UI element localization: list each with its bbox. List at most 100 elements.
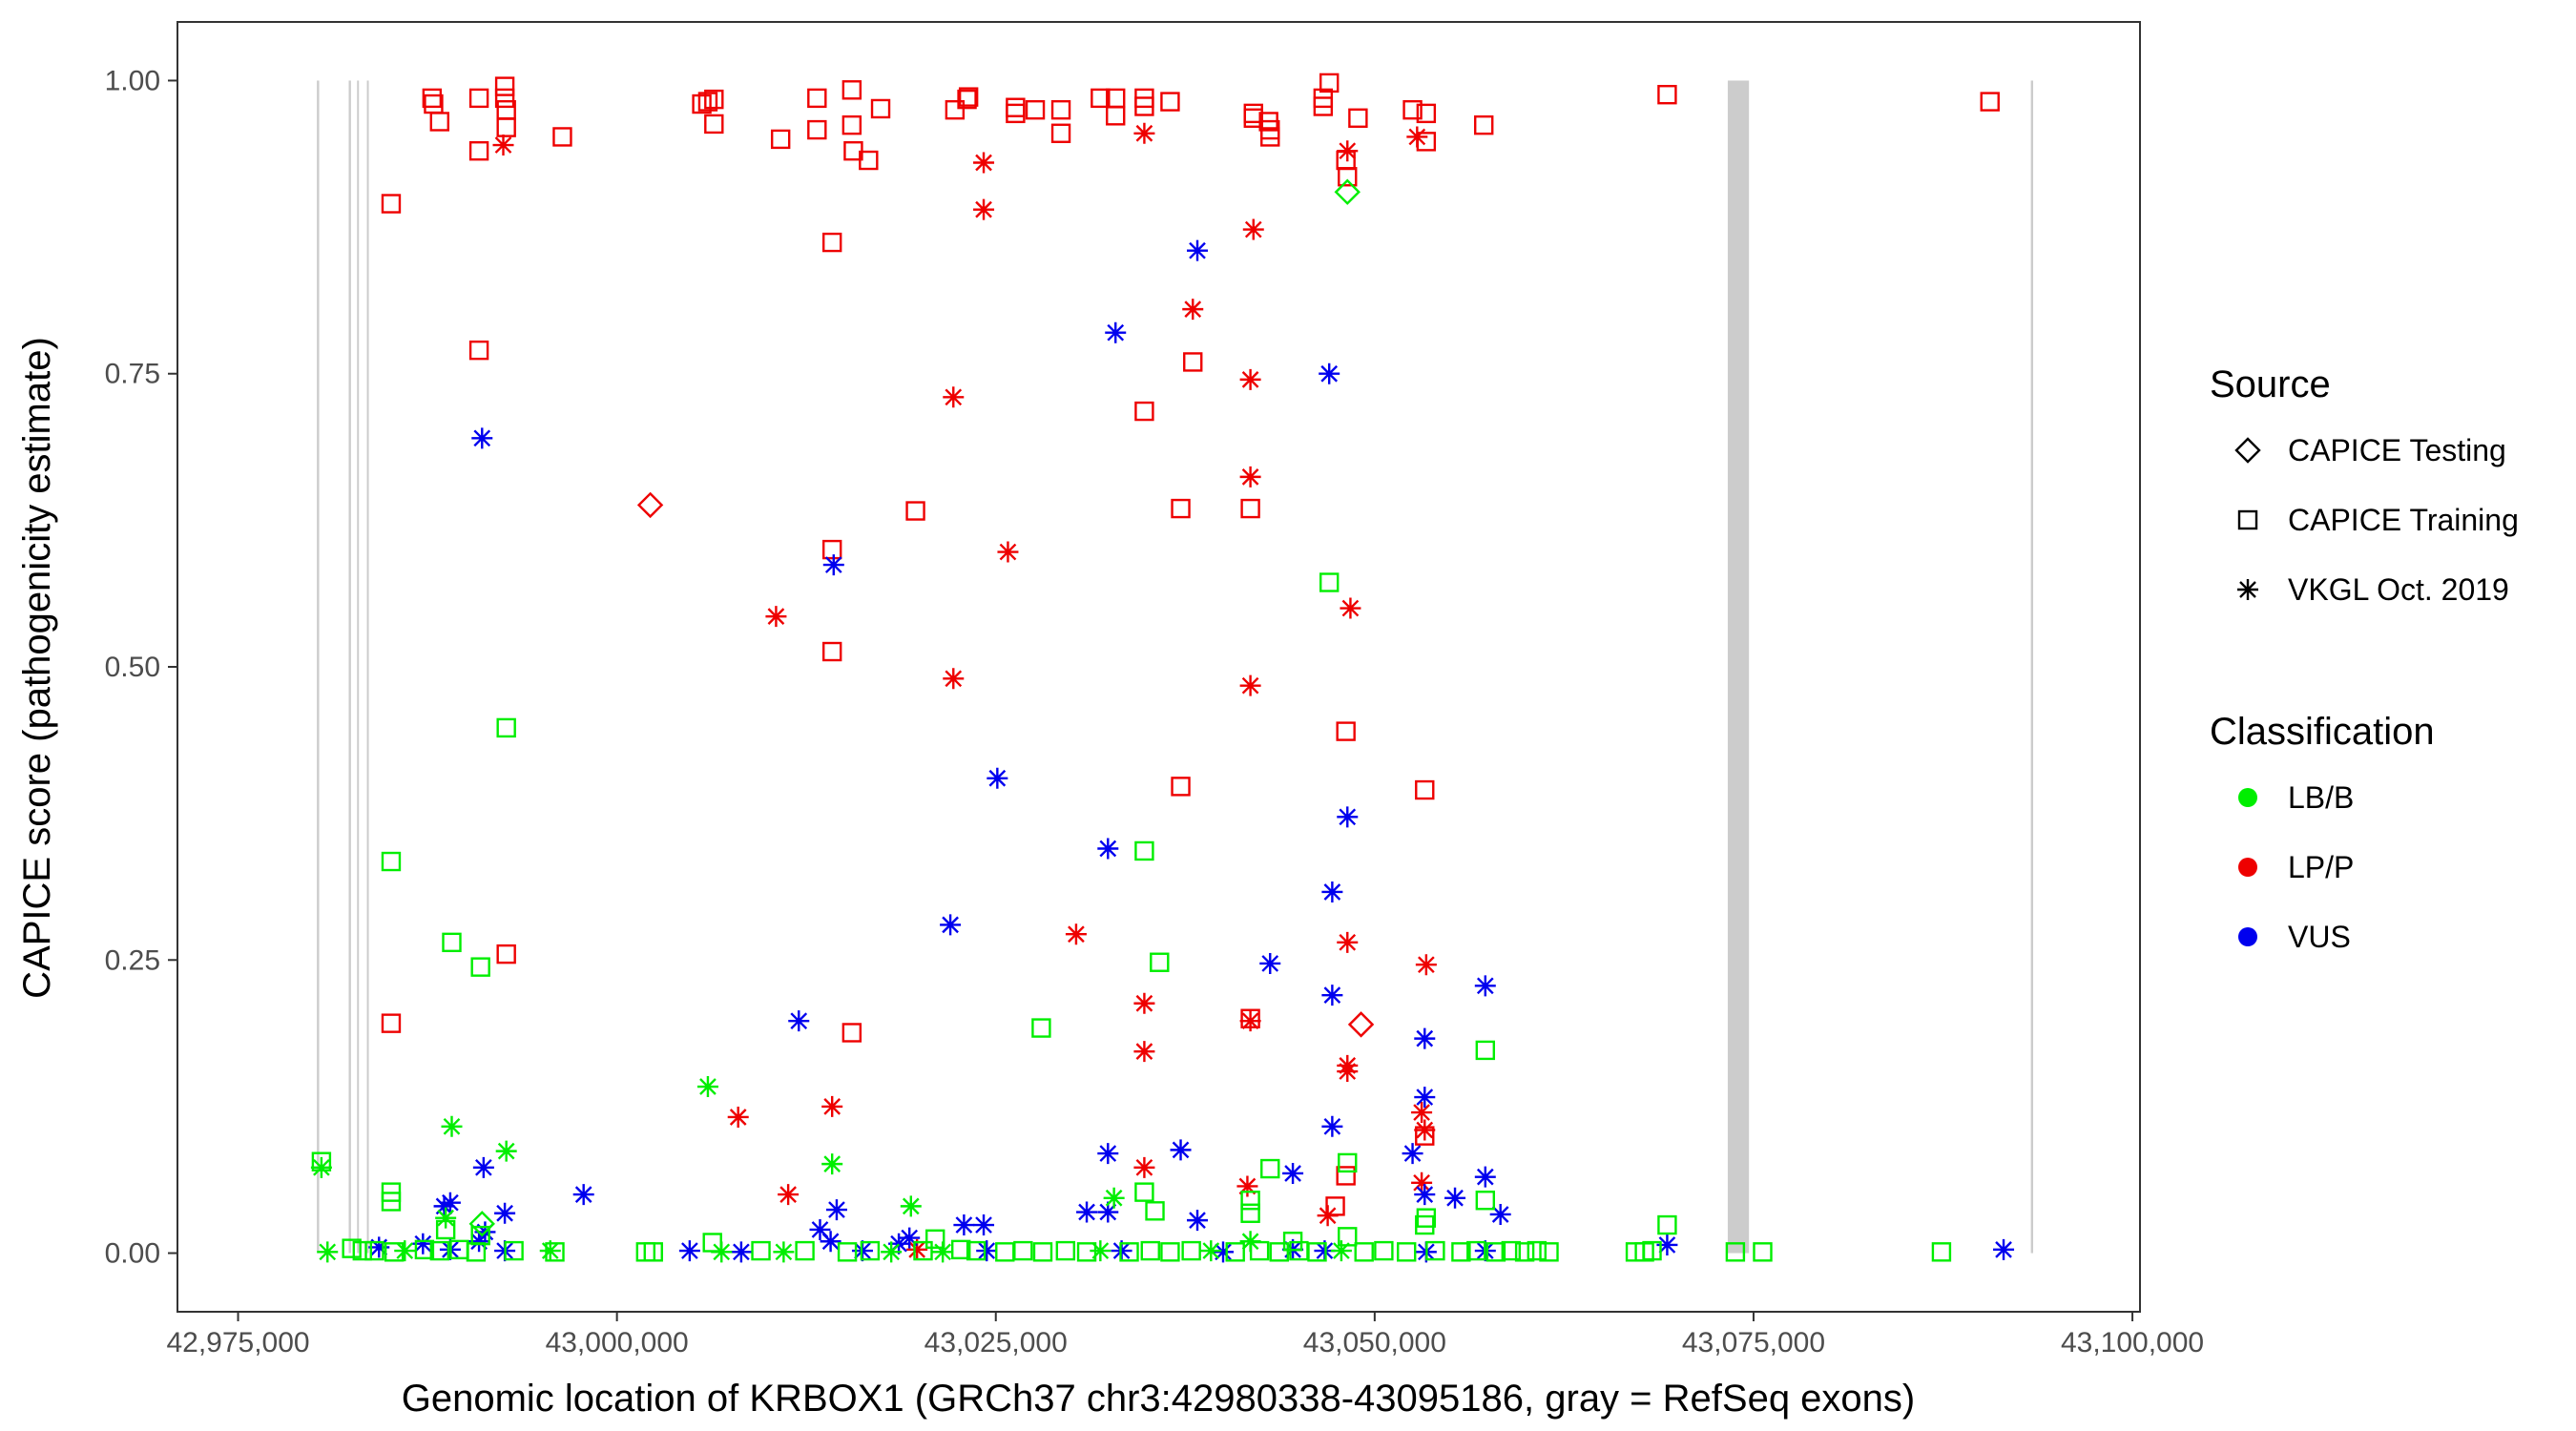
data-point bbox=[1321, 881, 1343, 902]
data-point bbox=[1321, 1115, 1343, 1137]
data-point bbox=[1091, 88, 1111, 109]
data-point bbox=[1337, 806, 1359, 828]
legend-class-item-lbb: LB/B bbox=[2288, 780, 2354, 815]
exon-band-3 bbox=[357, 80, 360, 1254]
data-point bbox=[1317, 1205, 1339, 1227]
legend-classification-title: Classification bbox=[2210, 711, 2435, 753]
data-point bbox=[1090, 1240, 1111, 1262]
data-point bbox=[1097, 838, 1119, 860]
y-tick-label: 0.00 bbox=[105, 1238, 160, 1270]
data-point bbox=[1076, 1201, 1098, 1223]
data-point bbox=[1411, 1172, 1433, 1193]
data-point bbox=[943, 668, 965, 690]
data-point bbox=[1414, 1184, 1436, 1206]
data-point bbox=[821, 232, 842, 253]
data-point bbox=[859, 150, 879, 171]
data-point bbox=[1243, 108, 1263, 128]
data-point bbox=[1242, 218, 1264, 240]
data-point bbox=[932, 1241, 954, 1263]
data-point bbox=[951, 1239, 971, 1260]
data-point bbox=[1181, 1240, 1201, 1261]
data-point bbox=[342, 1238, 362, 1258]
data-point bbox=[1006, 103, 1026, 124]
data-point bbox=[837, 1242, 858, 1262]
data-point bbox=[1134, 96, 1154, 116]
data-point bbox=[678, 1240, 700, 1262]
data-point bbox=[727, 1106, 749, 1128]
data-point bbox=[439, 1192, 461, 1213]
data-point bbox=[1466, 1240, 1486, 1261]
data-point bbox=[900, 1195, 922, 1217]
exon-band-5 bbox=[1727, 80, 1750, 1254]
data-points bbox=[310, 73, 2015, 1263]
data-point bbox=[636, 491, 664, 519]
data-point bbox=[442, 932, 462, 953]
data-point bbox=[966, 1240, 987, 1261]
data-point bbox=[841, 80, 862, 100]
data-point bbox=[821, 1095, 843, 1117]
data-point bbox=[1106, 106, 1126, 126]
data-point bbox=[1489, 1203, 1511, 1225]
data-point bbox=[1539, 1242, 1559, 1262]
data-point bbox=[1319, 572, 1340, 592]
data-point bbox=[1354, 1242, 1374, 1262]
legend-marker-diamond bbox=[2234, 437, 2261, 464]
data-point bbox=[1025, 99, 1046, 120]
legend-marker-dot bbox=[2238, 858, 2257, 877]
data-point bbox=[821, 641, 842, 662]
data-point bbox=[1133, 122, 1155, 144]
y-tick-label: 0.50 bbox=[105, 652, 160, 683]
data-point bbox=[1160, 92, 1180, 112]
data-point bbox=[1415, 779, 1435, 800]
data-point bbox=[470, 957, 490, 977]
data-point bbox=[1657, 85, 1677, 105]
data-point bbox=[1183, 352, 1203, 372]
data-point bbox=[492, 135, 514, 156]
data-point bbox=[1065, 923, 1087, 945]
exon-band-1 bbox=[317, 80, 320, 1254]
data-point bbox=[696, 1076, 718, 1098]
data-point bbox=[704, 114, 724, 135]
data-point bbox=[1338, 1152, 1358, 1173]
y-axis-label: CAPICE score (pathogenicity estimate) bbox=[16, 337, 58, 999]
data-point bbox=[310, 1156, 332, 1178]
data-point bbox=[1319, 73, 1340, 93]
data-point bbox=[1145, 1201, 1165, 1221]
data-point bbox=[888, 1233, 910, 1255]
data-point bbox=[1415, 954, 1437, 976]
legend-marker-square bbox=[2237, 509, 2258, 530]
data-point bbox=[1501, 1240, 1522, 1261]
data-point bbox=[468, 140, 489, 161]
data-point bbox=[552, 127, 572, 147]
data-point bbox=[1414, 1087, 1436, 1109]
data-point bbox=[1451, 1242, 1471, 1262]
data-point bbox=[1260, 127, 1280, 147]
data-point bbox=[997, 541, 1019, 563]
data-point bbox=[429, 112, 449, 132]
data-point bbox=[1474, 114, 1494, 135]
data-point bbox=[1657, 1214, 1677, 1235]
data-point bbox=[1076, 1242, 1097, 1262]
data-point bbox=[1416, 132, 1437, 152]
data-point bbox=[958, 87, 979, 107]
data-point bbox=[1200, 1240, 1222, 1262]
data-point bbox=[1213, 1241, 1235, 1263]
data-point bbox=[1236, 1175, 1258, 1197]
data-point bbox=[953, 1214, 975, 1236]
data-point bbox=[1416, 1208, 1437, 1228]
data-point bbox=[913, 1240, 933, 1261]
data-point bbox=[441, 1115, 463, 1137]
legend-source-item-testing: CAPICE Testing bbox=[2288, 433, 2506, 467]
data-point bbox=[494, 76, 515, 96]
data-point bbox=[881, 1241, 903, 1263]
exon-band-6 bbox=[2030, 80, 2034, 1254]
data-point bbox=[1050, 99, 1071, 120]
data-point bbox=[352, 1240, 372, 1261]
data-point bbox=[495, 1140, 517, 1162]
data-point bbox=[807, 119, 827, 140]
data-point bbox=[1239, 368, 1261, 390]
data-point bbox=[1150, 952, 1170, 972]
data-point bbox=[1187, 1210, 1208, 1232]
data-point bbox=[1725, 1242, 1746, 1262]
data-point bbox=[1348, 108, 1368, 128]
